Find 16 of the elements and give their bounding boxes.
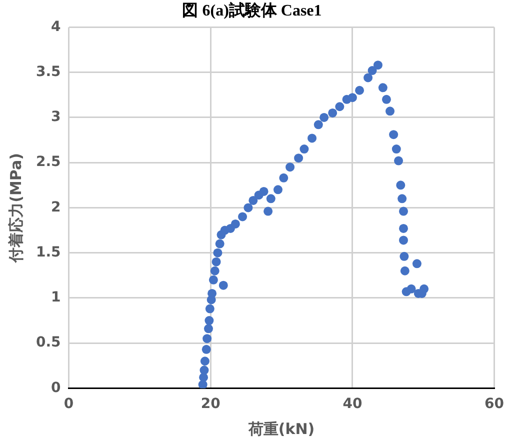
x-tick-label: 0 bbox=[64, 396, 74, 412]
y-tick-label: 0 bbox=[51, 380, 62, 396]
x-tick-label: 20 bbox=[200, 396, 221, 412]
y-tick-label: 0.5 bbox=[36, 334, 61, 351]
chart-title: 図 6(a)試験体 Case1 bbox=[182, 2, 322, 20]
y-tick-label: 1 bbox=[51, 290, 61, 306]
y-tick-label: 3 bbox=[51, 109, 61, 126]
y-tick-label: 2 bbox=[51, 199, 61, 216]
x-tick-label: 40 bbox=[342, 396, 362, 412]
x-tick-label: 60 bbox=[484, 396, 504, 412]
y-tick-label: 2.5 bbox=[36, 154, 61, 170]
y-tick-label: 1.5 bbox=[36, 244, 61, 260]
y-tick-label: 3.5 bbox=[36, 64, 61, 80]
x-axis-title: 荷重(kN) bbox=[247, 420, 315, 438]
y-tick-label: 4 bbox=[51, 18, 62, 35]
y-axis-title: 付着応力(MPa) bbox=[6, 153, 25, 264]
